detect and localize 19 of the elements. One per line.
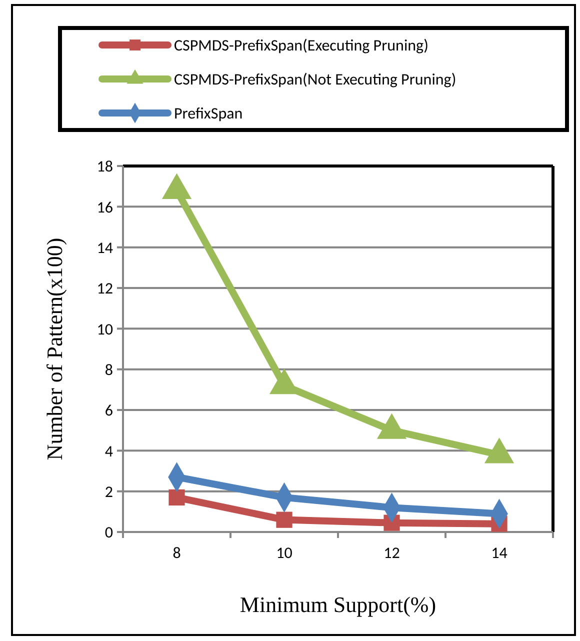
- legend-label: CSPMDS-PrefixSpan(Not Executing Pruning): [174, 70, 456, 90]
- y-tick-label: 4: [104, 442, 113, 462]
- legend-label: PrefixSpan: [174, 104, 243, 124]
- y-tick-label: 2: [104, 482, 113, 502]
- x-tick-label: 12: [384, 544, 400, 563]
- y-tick-label: 16: [96, 198, 113, 218]
- y-tick-label: 12: [96, 280, 113, 299]
- y-tick-label: 14: [96, 238, 113, 258]
- x-axis-title: Minimum Support(%): [240, 592, 436, 617]
- y-tick-label: 0: [104, 524, 113, 543]
- x-tick-label: 8: [172, 544, 181, 563]
- x-tick-label: 14: [491, 544, 508, 563]
- y-tick-label: 6: [104, 402, 113, 421]
- legend-label: CSPMDS-PrefixSpan(Executing Pruning): [174, 36, 428, 56]
- y-axis-title: Number of Pattern(x100): [42, 238, 67, 460]
- x-tick-label: 10: [276, 544, 292, 563]
- y-tick-label: 10: [96, 320, 113, 340]
- y-tick-label: 8: [104, 360, 113, 380]
- y-tick-label: 18: [96, 158, 113, 177]
